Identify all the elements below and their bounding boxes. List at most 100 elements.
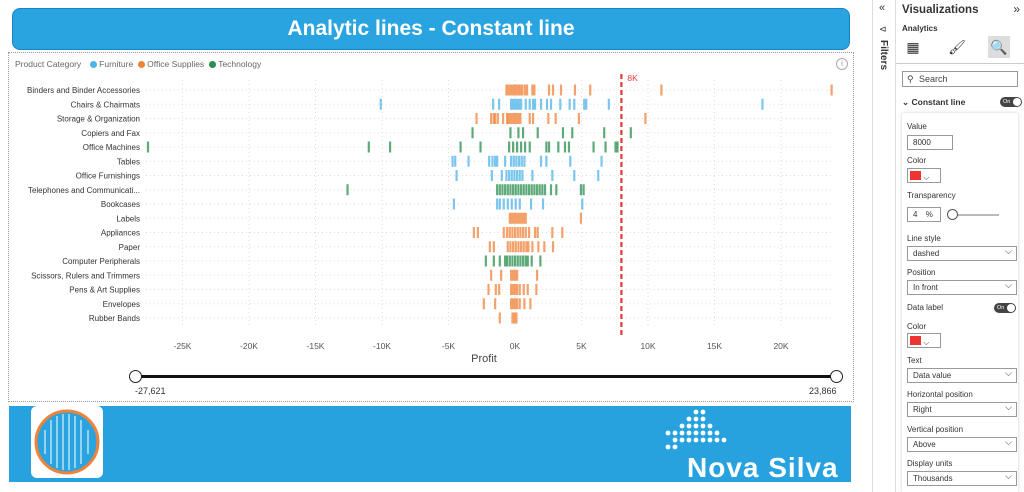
legend-item-office-supplies[interactable]: Office Supplies (138, 59, 204, 69)
data-point (533, 227, 537, 238)
brand-name: Nova Silva (687, 452, 839, 483)
range-slider-track[interactable] (135, 375, 836, 378)
data-point (514, 184, 517, 196)
data-point (533, 98, 537, 110)
pane-title: Visualizations (902, 4, 979, 16)
transparency-input[interactable]: 4 % (907, 207, 941, 222)
data-point (512, 155, 515, 167)
data-point (515, 269, 519, 281)
data-point (508, 227, 511, 238)
data-point (579, 184, 583, 196)
data-point (559, 98, 562, 110)
transparency-slider-handle[interactable] (947, 209, 958, 220)
data-point (535, 284, 538, 295)
furniture-dot-icon (90, 61, 98, 68)
legend-label: Furniture (99, 59, 134, 69)
data-point (518, 198, 521, 210)
search-input[interactable]: ⚲ Search (902, 71, 1018, 87)
label-color-picker[interactable]: ⌵ (907, 333, 941, 348)
strip-chart-visual[interactable] (8, 52, 854, 402)
data-point (488, 155, 491, 167)
transparency-slider[interactable] (953, 214, 999, 216)
category-label: Labels (116, 214, 140, 223)
value-input[interactable]: 8000 (907, 135, 953, 150)
data-point (512, 269, 515, 281)
range-slider-max-handle[interactable] (830, 370, 843, 383)
collapse-pane-icon[interactable]: » (1013, 2, 1020, 16)
constant-line-section-header[interactable]: ⌄ Constant line (902, 97, 966, 107)
data-point (526, 255, 529, 267)
line-style-dropdown[interactable]: dashed (907, 245, 1017, 261)
data-point (549, 98, 553, 110)
brand-dot (700, 430, 706, 436)
data-point (522, 284, 525, 295)
data-point (509, 241, 512, 253)
legend-item-technology[interactable]: Technology (209, 59, 261, 69)
data-point (571, 127, 574, 139)
data-point (490, 269, 493, 281)
filters-pane-collapsed[interactable]: « ⊲ Filters (872, 0, 896, 492)
category-label: Telephones and Communicati... (28, 186, 140, 195)
data-point (537, 241, 540, 253)
analytics-tab-icon[interactable]: 🔍 (988, 36, 1010, 58)
data-point (524, 98, 527, 110)
data-point (577, 113, 581, 124)
data-point (508, 141, 511, 153)
brand-dot (672, 444, 678, 450)
data-point (496, 113, 499, 124)
data-point (536, 227, 539, 238)
data-point (589, 84, 592, 96)
category-label: Scissors, Rulers and Trimmers (31, 271, 140, 280)
data-point (512, 212, 515, 224)
line-color-picker[interactable]: ⌵ (907, 168, 941, 183)
data-point (514, 212, 517, 224)
data-point (488, 241, 491, 253)
category-label: Pens & Art Supplies (69, 286, 140, 295)
data-point (533, 184, 536, 196)
filters-label: Filters (878, 40, 889, 71)
data-point (494, 298, 497, 310)
category-label: Paper (119, 243, 141, 252)
visualizations-pane: Visualizations » Analytics ▦ 🖌 🔍 ⚲ Search… (896, 0, 1024, 492)
constant-line-toggle[interactable]: On (1000, 97, 1022, 107)
position-dropdown[interactable]: In front (907, 279, 1017, 295)
brand-dot (707, 430, 713, 436)
info-icon[interactable]: i (836, 58, 848, 70)
data-label-toggle[interactable]: On (994, 303, 1016, 313)
text-dropdown[interactable]: Data value (907, 367, 1017, 383)
fields-tab-icon[interactable]: ▦ (906, 39, 920, 55)
brand-dot (679, 437, 685, 443)
color-swatch (910, 171, 921, 180)
x-tick-label: 15K (707, 341, 722, 351)
data-point (521, 127, 525, 139)
category-label: Storage & Organization (57, 115, 140, 124)
data-point (519, 84, 522, 96)
data-point (498, 312, 501, 324)
expand-filters-icon[interactable]: « (879, 2, 886, 14)
data-point (527, 227, 531, 238)
data-point (607, 98, 610, 110)
data-point (519, 184, 523, 196)
data-point (539, 155, 543, 167)
data-point (511, 312, 514, 324)
data-point (459, 141, 462, 153)
format-tab-icon[interactable]: 🖌 (948, 39, 966, 55)
data-point (660, 84, 663, 96)
vertical-position-dropdown[interactable]: Above (907, 436, 1017, 452)
legend-item-furniture[interactable]: Furniture (90, 59, 133, 69)
range-slider-min-handle[interactable] (129, 370, 142, 383)
horizontal-position-dropdown[interactable]: Right (907, 401, 1017, 417)
data-point (513, 113, 516, 124)
data-point (530, 184, 533, 196)
data-point (528, 141, 531, 153)
brand-dot (693, 423, 699, 429)
x-tick-label: -25K (174, 341, 192, 351)
logo-image (31, 406, 103, 478)
x-tick-label: -5K (442, 341, 456, 351)
data-point (475, 113, 478, 124)
category-label: Tables (117, 157, 140, 166)
display-units-dropdown[interactable]: Thousands (907, 470, 1017, 486)
data-point (563, 141, 567, 153)
data-point (529, 298, 532, 310)
line-style-label: Line style (907, 234, 941, 243)
